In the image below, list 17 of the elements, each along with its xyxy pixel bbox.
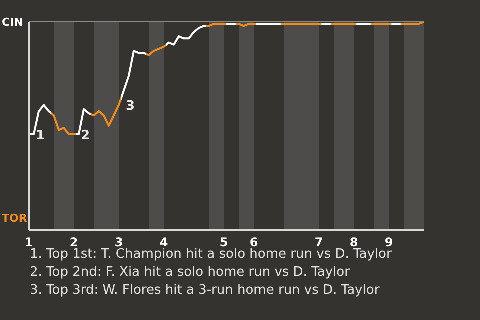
- x-tick-label: 6: [250, 236, 258, 250]
- x-tick-label: 3: [114, 236, 124, 250]
- x-tick-label: 9: [384, 236, 394, 250]
- x-tick-label: 4: [160, 236, 168, 250]
- x-tick-label: 5: [220, 236, 228, 250]
- text: 2. Top 2nd: F. Xia hit a solo home run vs D. Taylor: [30, 264, 351, 282]
- annotation: 2: [81, 128, 90, 144]
- text: TOR: [2, 212, 28, 226]
- x-tick-label: 7: [314, 236, 324, 250]
- text: 3. Top 3rd: W. Flores hit a 3-run home run vs D. Taylor: [30, 282, 381, 300]
- text: 1. Top 1st: T. Champion hit a solo home run vs D. Taylor: [30, 247, 392, 264]
- text: CIN: [2, 16, 24, 30]
- x-tick-label: 2: [70, 236, 78, 250]
- annotation: 1: [36, 128, 46, 144]
- annotation: 3: [126, 99, 136, 114]
- x-tick-label: 1: [24, 236, 34, 250]
- x-tick-label: 8: [350, 236, 358, 250]
